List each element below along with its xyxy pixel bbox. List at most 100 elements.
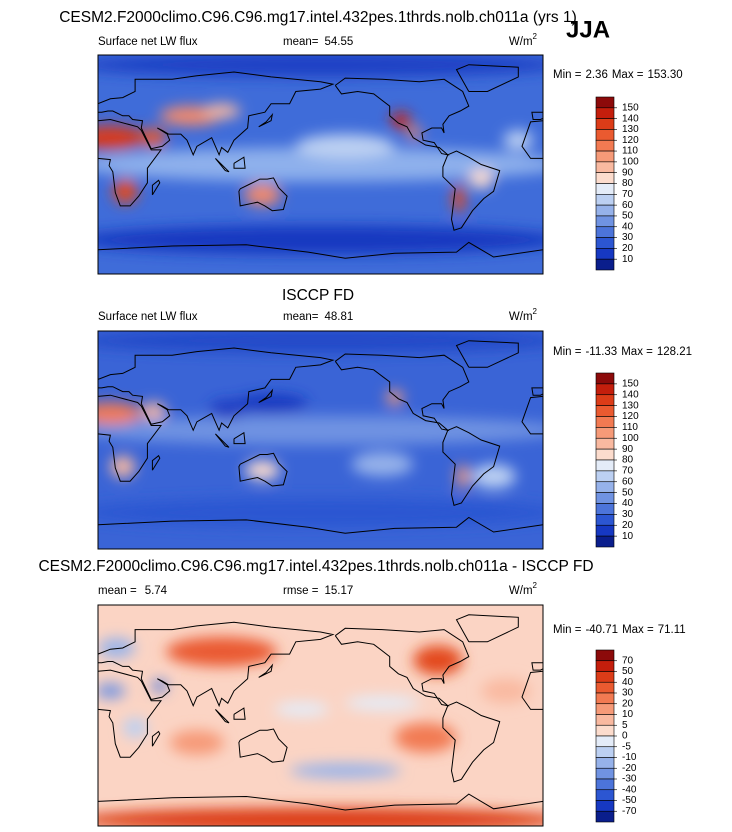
coastline [215,709,230,724]
colorbar-box [595,481,615,493]
coastline [258,663,274,678]
colorbar-box [595,789,615,801]
colorbar-label: -10 [622,752,637,763]
colorbar-label: -30 [622,774,637,785]
stat: mean= 48.81 [283,311,353,323]
stat-value: 54.55 [324,36,353,48]
coastline [151,730,161,747]
colorbar-label: 80 [622,178,634,189]
coastline [531,387,543,396]
map [98,331,543,549]
field [98,55,543,255]
field-blob [141,402,166,420]
coastline [521,670,543,710]
stat-label: mean= [283,36,319,48]
units-base: W/m [509,311,533,323]
min-label: Min = [553,69,582,81]
field-blob [98,415,543,445]
colorbar-label: 10 [622,531,634,542]
field-blob [471,464,516,489]
coastline [151,179,161,196]
colorbar-label: 0 [622,731,628,742]
units: W/m2 [509,581,538,597]
colorbar-label: 80 [622,455,634,466]
map [98,605,543,826]
stat-label: mean= [283,311,319,323]
colorbar-label: 10 [622,709,634,720]
panel-title: ISCCP FD [282,287,354,304]
colorbar-box [595,129,615,141]
coastline [98,241,543,259]
min-label: Min = [553,346,582,358]
colorbar-label: -40 [622,784,637,795]
field-blob [468,169,494,189]
field-blob [456,464,469,489]
coastline [531,662,543,671]
mean-label: mean = [98,585,137,597]
field-blob [295,134,395,159]
colorbar-box [595,248,615,260]
coastline [442,701,501,783]
coastline [98,394,163,482]
colorbar-box [595,258,615,271]
map-frame [97,54,544,275]
field-blob [152,679,168,693]
colorbar-label: 120 [622,411,639,422]
mean-value: 5.74 [145,585,168,597]
coastline [442,150,501,231]
colorbar-box [595,800,615,812]
min-label: Min = [553,624,582,636]
colorbar-label: -50 [622,795,637,806]
colorbar-box [595,150,615,163]
field-blob [98,225,543,255]
max-value: 71.11 [658,624,686,636]
field-blob [98,125,145,150]
max-value: 153.30 [647,69,682,81]
field-blob [394,722,457,753]
coastline [258,388,274,403]
field [98,331,543,528]
coastline [98,621,335,708]
coastline [233,431,246,445]
field [98,636,543,826]
colorbar-box [595,215,615,228]
colorbar-box [595,778,615,791]
colorbar-label: 130 [622,400,639,411]
max-value: 128.21 [657,346,692,358]
coastline [531,111,543,120]
colorbar-label: 50 [622,666,634,677]
colorbar-box [595,810,615,823]
stat: rmse = 15.17 [283,585,353,597]
season-label: JJA [566,16,610,43]
colorbar-box [595,649,615,662]
colorbar-box [595,660,615,672]
max-label: Max = [612,69,644,81]
field-blob [243,183,281,206]
colorbar-label: 30 [622,509,634,520]
coastline [98,669,162,758]
field-blob [209,400,247,420]
coastline [238,452,288,487]
colorbar-box [595,535,615,548]
coastline [455,340,519,368]
coastline [215,158,230,173]
colorbar-label: 20 [622,520,634,531]
colorbar-box [595,514,615,526]
colorbar-label: 90 [622,444,634,455]
coastline [238,728,288,763]
min-value: 2.36 [585,69,607,81]
colorbar-label: -20 [622,763,637,774]
colorbar-box [595,437,615,450]
field-blob [169,730,225,755]
stat-value: 48.81 [324,311,353,323]
colorbar-box [595,405,615,417]
colorbar-label: 150 [622,102,639,113]
coastline [215,433,230,448]
field-blob [98,402,142,425]
colorbar-label: 20 [622,243,634,254]
colorbar-label: 40 [622,221,634,232]
colorbar-box [595,183,615,195]
coastline [334,77,470,156]
coastline [98,71,335,157]
